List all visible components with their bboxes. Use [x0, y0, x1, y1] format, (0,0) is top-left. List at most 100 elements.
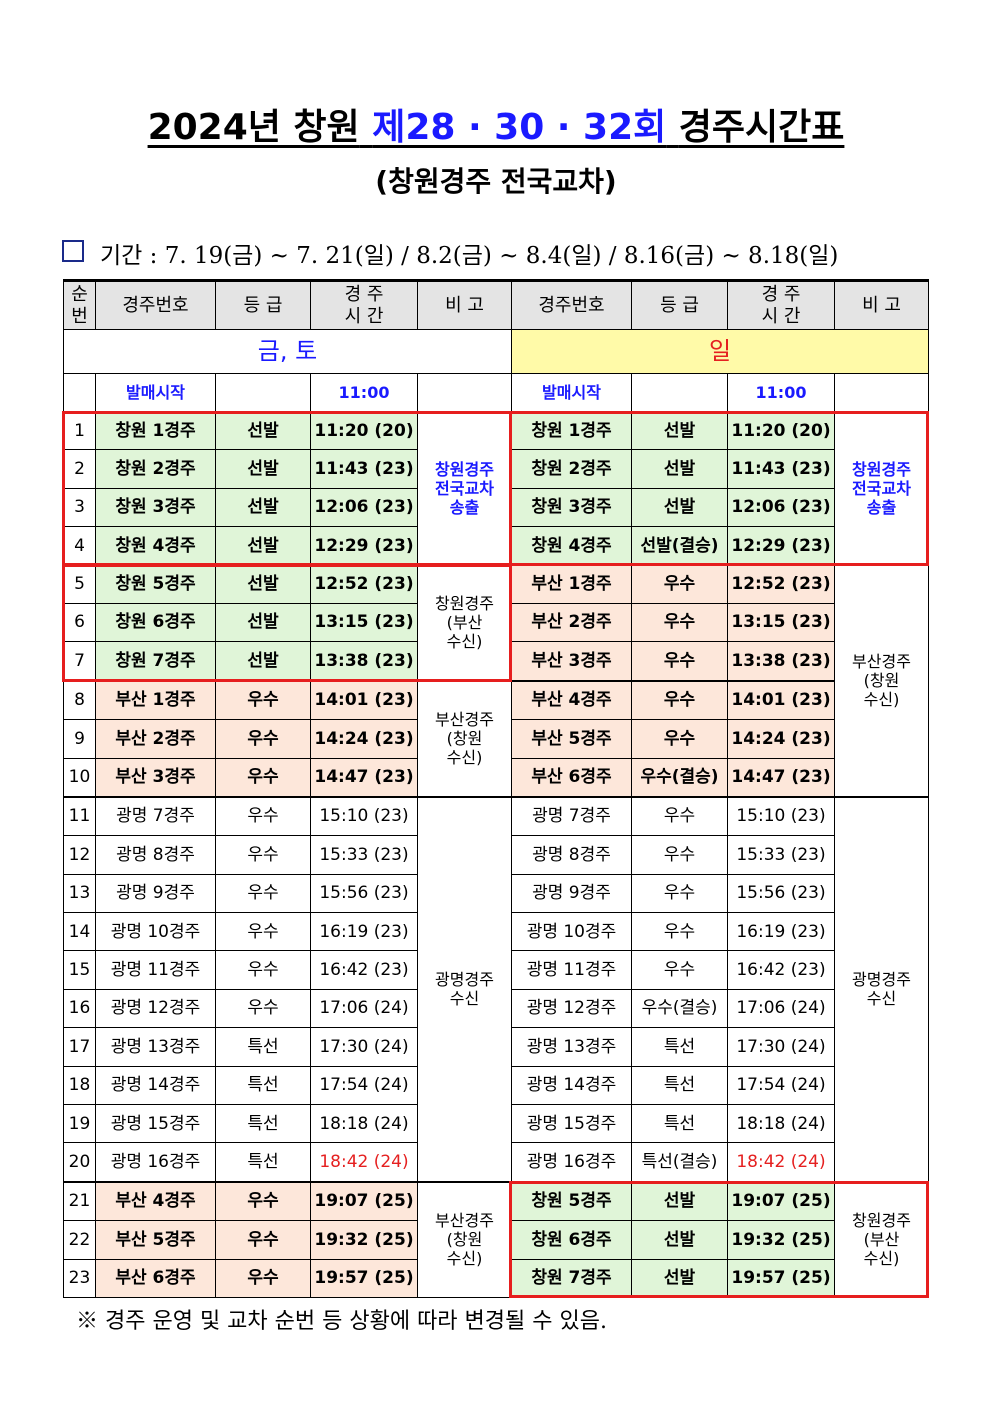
- row-number: 21: [63, 1180, 96, 1222]
- race-time: 12:29 (23): [310, 526, 418, 566]
- row-number: 9: [63, 719, 96, 759]
- data-row: 2 창원 2경주 선발 11:43 (23) 창원 2경주 선발 11:43 (23): [63, 449, 929, 489]
- race-number: 부산 1경주: [95, 679, 216, 721]
- empty-cell: [63, 373, 96, 412]
- sale-cell: 11:00: [310, 373, 418, 412]
- race-number: 창원 3경주: [511, 487, 632, 528]
- title: 2024년 창원 제28 · 30 · 32회 경주시간표: [0, 98, 992, 150]
- day-label: 금, 토: [63, 329, 512, 374]
- race-time: 12:06 (23): [310, 487, 418, 528]
- grade: 우수: [631, 795, 728, 837]
- race-time: 17:06 (24): [727, 988, 835, 1029]
- data-row: 21 부산 4경주 우수 19:07 (25) 부산경주 (창원 수신) 창원 5경주 선발…: [63, 1180, 929, 1298]
- race-time: 12:52 (23): [310, 564, 418, 604]
- row-number: 6: [63, 602, 96, 643]
- race-number: 부산 3경주: [95, 757, 216, 798]
- race-time: 12:52 (23): [727, 564, 835, 604]
- race-number: 부산 1경주: [511, 564, 632, 604]
- grade: 선발: [631, 1220, 728, 1260]
- data-row: 8 부산 1경주 우수 14:01 (23) 부산경주 (창원 수신) 부산 4경주 우수 1…: [63, 679, 929, 798]
- row-number: 1: [63, 410, 96, 451]
- grade: 우수: [215, 757, 311, 798]
- grade: 우수: [631, 679, 728, 721]
- grade: 우수: [631, 873, 728, 914]
- data-row: 5 창원 5경주 선발 12:52 (23) 창원경주 (부산 수신) 부산 1경주 우수 1…: [63, 564, 929, 798]
- race-number: 광명 11경주: [511, 950, 632, 990]
- race-number: 광명 8경주: [95, 835, 216, 875]
- race-time: 14:01 (23): [310, 679, 418, 721]
- header-cell: 비 고: [417, 279, 512, 330]
- race-time: 18:18 (24): [727, 1104, 835, 1144]
- header-cell: 순 번: [63, 279, 96, 330]
- row-number: 12: [63, 835, 96, 875]
- header-cell: 경주번호: [511, 279, 632, 330]
- race-time: 17:30 (24): [727, 1027, 835, 1067]
- race-time: 13:15 (23): [310, 602, 418, 643]
- note: 창원경주 (부산 수신): [417, 564, 512, 682]
- data-row: 3 창원 3경주 선발 12:06 (23) 창원 3경주 선발 12:06 (23): [63, 487, 929, 528]
- race-number: 광명 12경주: [511, 988, 632, 1029]
- grade: 우수: [215, 835, 311, 875]
- race-time: 18:18 (24): [310, 1104, 418, 1144]
- race-number: 부산 4경주: [95, 1180, 216, 1222]
- race-number: 창원 6경주: [511, 1220, 632, 1260]
- empty-cell: [834, 373, 929, 412]
- race-number: 창원 1경주: [511, 410, 632, 451]
- grade: 우수(결승): [631, 757, 728, 798]
- sale-cell: 발매시작: [511, 373, 632, 412]
- data-row: 20 광명 16경주 특선 18:42 (24) 광명 16경주 특선(결승) 18:42 …: [63, 1142, 929, 1183]
- race-time: 12:29 (23): [727, 526, 835, 566]
- race-number: 광명 10경주: [95, 912, 216, 952]
- race-time: 19:32 (25): [310, 1220, 418, 1260]
- row-number: 3: [63, 487, 96, 528]
- race-time: 15:10 (23): [727, 795, 835, 837]
- grade: 선발: [215, 602, 311, 643]
- grade: 우수: [215, 912, 311, 952]
- row-number: 20: [63, 1142, 96, 1183]
- grade: 우수: [215, 679, 311, 721]
- grade: 선발: [215, 564, 311, 604]
- race-time: 19:07 (25): [310, 1180, 418, 1222]
- grade: 선발: [631, 1258, 728, 1298]
- race-number: 광명 13경주: [511, 1027, 632, 1067]
- race-number: 창원 4경주: [511, 526, 632, 566]
- race-number: 창원 2경주: [95, 449, 216, 489]
- race-number: 창원 3경주: [95, 487, 216, 528]
- grade: 우수: [631, 912, 728, 952]
- race-time: 13:15 (23): [727, 602, 835, 643]
- grade: 선발: [215, 487, 311, 528]
- note: 창원경주 전국교차 송출: [834, 411, 929, 566]
- data-row: 16 광명 12경주 우수 17:06 (24) 광명 12경주 우수(결승) 17:06 …: [63, 988, 929, 1029]
- race-number: 부산 6경주: [95, 1258, 216, 1298]
- race-time: 18:42 (24): [310, 1142, 418, 1183]
- data-row: 15 광명 11경주 우수 16:42 (23) 광명 11경주 우수 16:42 (23): [63, 950, 929, 990]
- title-part: 제28 · 30 · 32회: [372, 107, 667, 148]
- data-row: 14 광명 10경주 우수 16:19 (23) 광명 10경주 우수 16:19 (23): [63, 912, 929, 952]
- row-number: 16: [63, 988, 96, 1029]
- data-row: 12 광명 8경주 우수 15:33 (23) 광명 8경주 우수 15:33 (23): [63, 835, 929, 875]
- race-number: 광명 9경주: [95, 873, 216, 914]
- grade: 우수: [215, 795, 311, 837]
- race-number: 광명 16경주: [95, 1142, 216, 1183]
- data-row: 10 부산 3경주 우수 14:47 (23) 부산 6경주 우수(결승) 14:47 (2…: [63, 757, 929, 798]
- race-number: 광명 11경주: [95, 950, 216, 990]
- race-number: 광명 10경주: [511, 912, 632, 952]
- grade: 선발: [631, 410, 728, 451]
- row-number: 5: [63, 564, 96, 604]
- grade: 우수: [215, 719, 311, 759]
- race-number: 광명 8경주: [511, 835, 632, 875]
- race-number: 광명 12경주: [95, 988, 216, 1029]
- grade: 선발: [215, 526, 311, 566]
- row-number: 13: [63, 873, 96, 914]
- note: 부산경주 (창원 수신): [834, 564, 929, 798]
- grade: 우수: [631, 602, 728, 643]
- race-number: 광명 7경주: [95, 795, 216, 837]
- row-number: 23: [63, 1258, 96, 1298]
- grade: 우수: [631, 950, 728, 990]
- race-time: 15:56 (23): [727, 873, 835, 914]
- race-number: 부산 2경주: [95, 719, 216, 759]
- empty-cell: [215, 373, 311, 412]
- checkbox-icon: [62, 240, 84, 262]
